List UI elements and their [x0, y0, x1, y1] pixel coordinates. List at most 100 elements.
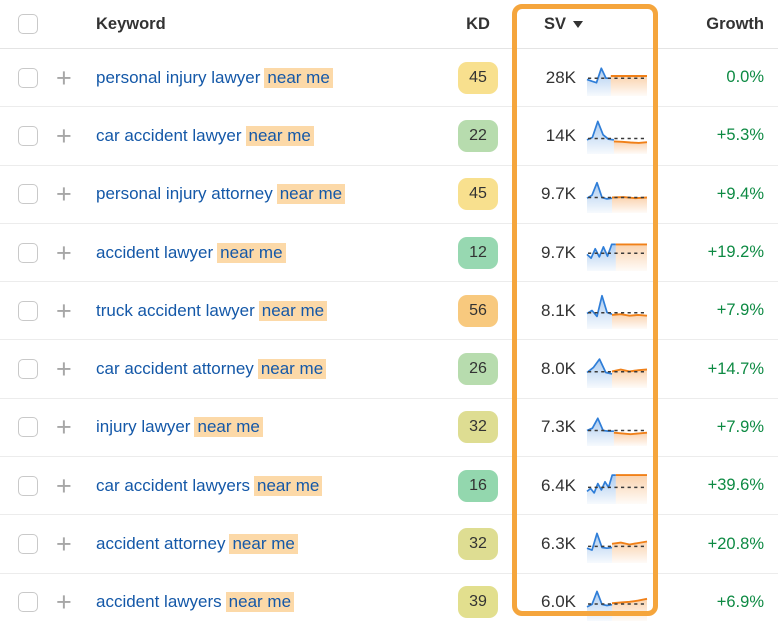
kd-badge: 56	[458, 294, 498, 327]
row-checkbox[interactable]	[18, 125, 38, 146]
keyword-highlight: near me	[229, 534, 298, 555]
row-checkbox[interactable]	[18, 534, 38, 555]
add-keyword-icon[interactable]	[56, 359, 72, 379]
growth-value: +9.4%	[716, 184, 764, 203]
sv-sparkline	[586, 474, 647, 505]
kd-badge: 45	[458, 61, 498, 94]
row-checkbox[interactable]	[18, 67, 38, 88]
keyword-link[interactable]: personal injury attorney near me	[96, 184, 346, 205]
sv-value: 9.7K	[541, 184, 576, 204]
column-header-kd[interactable]: KD	[466, 14, 490, 33]
sv-sparkline	[586, 67, 647, 97]
keyword-highlight: near me	[194, 417, 263, 438]
kd-badge: 32	[458, 411, 498, 444]
keyword-highlight: near me	[254, 475, 323, 496]
add-keyword-icon[interactable]	[56, 126, 72, 146]
sv-value: 28K	[545, 67, 576, 87]
sort-desc-icon	[573, 20, 584, 28]
keyword-link[interactable]: injury lawyer near me	[96, 417, 263, 438]
row-checkbox[interactable]	[18, 417, 38, 438]
growth-value: +39.6%	[707, 476, 764, 495]
growth-value: +7.9%	[716, 417, 764, 436]
keyword-link[interactable]: personal injury lawyer near me	[96, 67, 333, 88]
keyword-text: accident lawyers	[96, 592, 222, 612]
sv-sparkline	[586, 243, 647, 272]
sv-sparkline	[586, 181, 648, 213]
sv-sparkline	[586, 295, 648, 330]
keyword-highlight: near me	[257, 359, 327, 380]
column-header-sv-label: SV	[544, 14, 567, 33]
select-all-checkbox[interactable]	[18, 14, 38, 34]
keyword-link[interactable]: accident lawyers near me	[96, 592, 295, 613]
growth-value: +20.8%	[707, 534, 764, 553]
sv-sparkline	[586, 417, 648, 446]
column-header-keyword[interactable]: Keyword	[96, 14, 166, 33]
keyword-highlight: near me	[245, 125, 314, 146]
sv-value: 8.0K	[541, 359, 576, 379]
add-keyword-icon[interactable]	[56, 243, 72, 263]
row-checkbox[interactable]	[18, 300, 38, 321]
keyword-link[interactable]: truck accident lawyer near me	[96, 300, 328, 321]
sv-value: 8.1K	[541, 300, 576, 320]
row-checkbox[interactable]	[18, 475, 38, 496]
keyword-text: truck accident lawyer	[96, 300, 255, 320]
sv-value: 6.3K	[541, 534, 576, 554]
keyword-link[interactable]: accident attorney near me	[96, 534, 298, 555]
kd-badge: 32	[458, 528, 498, 561]
kd-badge: 16	[458, 469, 498, 502]
row-checkbox[interactable]	[18, 359, 38, 380]
add-keyword-icon[interactable]	[56, 534, 72, 554]
growth-value: +6.9%	[716, 592, 764, 611]
keyword-highlight: near me	[258, 300, 328, 321]
keyword-link[interactable]: car accident attorney near me	[96, 359, 327, 380]
add-keyword-icon[interactable]	[56, 592, 72, 612]
kd-badge: 26	[458, 353, 498, 386]
keyword-text: car accident lawyers	[96, 475, 251, 495]
growth-value: 0.0%	[726, 68, 764, 87]
keyword-link[interactable]: car accident lawyer near me	[96, 125, 314, 146]
kd-badge: 45	[458, 178, 498, 211]
column-header-sv[interactable]: SV	[514, 15, 660, 34]
keyword-highlight: near me	[217, 242, 286, 263]
add-keyword-icon[interactable]	[56, 301, 72, 321]
sv-value: 9.7K	[541, 242, 576, 262]
add-keyword-icon[interactable]	[56, 184, 72, 204]
keyword-highlight: near me	[264, 67, 333, 88]
add-keyword-icon[interactable]	[56, 68, 72, 88]
add-keyword-icon[interactable]	[56, 476, 72, 496]
growth-value: +7.9%	[716, 301, 764, 320]
growth-value: +5.3%	[716, 126, 764, 145]
keyword-text: personal injury attorney	[96, 184, 273, 204]
row-checkbox[interactable]	[18, 592, 38, 613]
sv-sparkline	[586, 357, 648, 388]
sv-value: 6.4K	[541, 475, 576, 495]
kd-badge: 12	[458, 236, 498, 269]
table-header: Keyword KD SV Growth	[0, 0, 778, 49]
keyword-highlight: near me	[276, 184, 346, 205]
growth-value: +19.2%	[707, 243, 764, 262]
keyword-link[interactable]: car accident lawyers near me	[96, 475, 323, 496]
row-checkbox[interactable]	[18, 184, 38, 205]
column-header-growth[interactable]: Growth	[706, 14, 764, 33]
kd-badge: 22	[458, 119, 498, 152]
keyword-text: personal injury lawyer	[96, 67, 261, 87]
sv-sparkline	[586, 120, 648, 155]
keyword-link[interactable]: accident lawyer near me	[96, 242, 286, 263]
add-keyword-icon[interactable]	[56, 417, 72, 437]
row-checkbox[interactable]	[18, 242, 38, 263]
sv-sparkline	[586, 532, 648, 563]
sv-value: 7.3K	[541, 417, 576, 437]
keyword-text: accident attorney	[96, 534, 226, 554]
keyword-text: accident lawyer	[96, 242, 214, 262]
